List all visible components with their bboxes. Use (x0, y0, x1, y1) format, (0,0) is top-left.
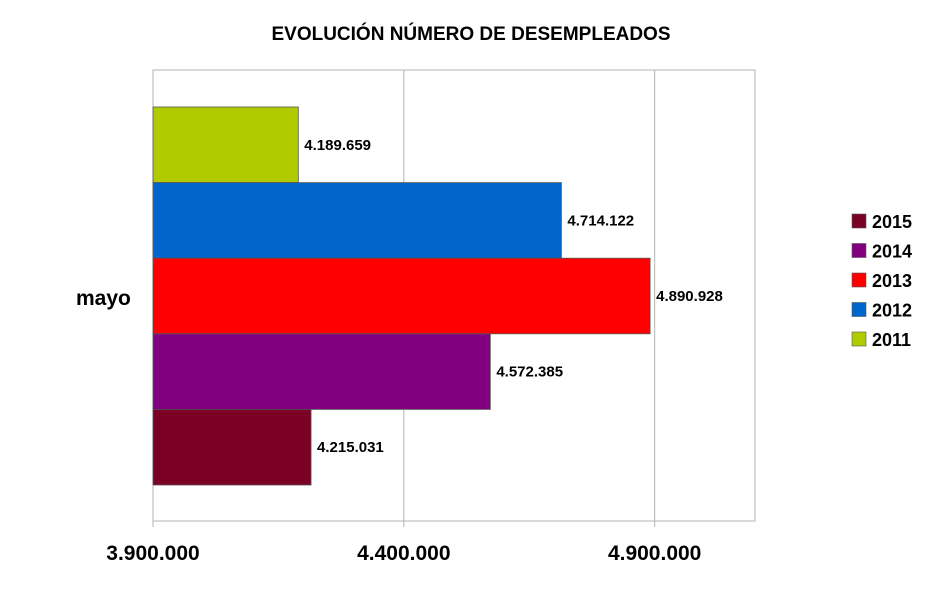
legend-swatch (851, 243, 867, 258)
bar-2011 (152, 106, 299, 183)
legend-swatch (851, 331, 867, 347)
data-labels-layer: 4.189.659 4.714.122 4.890.928 4.572.385 4.21… (304, 137, 723, 456)
chart-title: EVOLUCIÓN NÚMERO DE DESEMPLEADOS (271, 23, 670, 45)
legend-label: 2014 (872, 242, 912, 262)
data-label-2015: 4.215.031 (317, 439, 384, 456)
legend-item-2013: 2013 (851, 271, 912, 291)
legend-item-2012: 2012 (851, 301, 912, 321)
data-label-2014: 4.572.385 (496, 364, 563, 381)
legend-swatch (851, 272, 867, 288)
bar-2015 (152, 408, 312, 486)
data-label-2012: 4.714.122 (567, 212, 634, 229)
x-tick-label: 3.900.000 (106, 542, 199, 565)
bars-layer (152, 106, 651, 486)
x-tick-label: 4.900.000 (608, 542, 701, 565)
legend-item-2015: 2015 (851, 212, 912, 232)
legend-swatch (851, 302, 867, 317)
legend-label: 2015 (872, 212, 912, 232)
data-label-2011: 4.189.659 (304, 137, 371, 154)
category-label: mayo (76, 287, 131, 310)
legend-label: 2012 (872, 301, 912, 321)
bar-2014 (152, 333, 491, 410)
legend-item-2014: 2014 (851, 242, 912, 262)
legend-label: 2011 (872, 330, 911, 350)
bar-2013 (152, 257, 651, 335)
legend-swatch (851, 213, 867, 229)
x-tick-label: 4.400.000 (357, 542, 450, 565)
data-label-2013: 4.890.928 (656, 288, 723, 305)
x-tick-labels: 3.900.000 4.400.000 4.900.000 (106, 542, 701, 565)
legend-label: 2013 (872, 271, 912, 291)
legend-item-2011: 2011 (851, 330, 911, 350)
bar-2012 (152, 182, 562, 259)
legend: 2015 2014 2013 2012 2011 (851, 212, 912, 350)
